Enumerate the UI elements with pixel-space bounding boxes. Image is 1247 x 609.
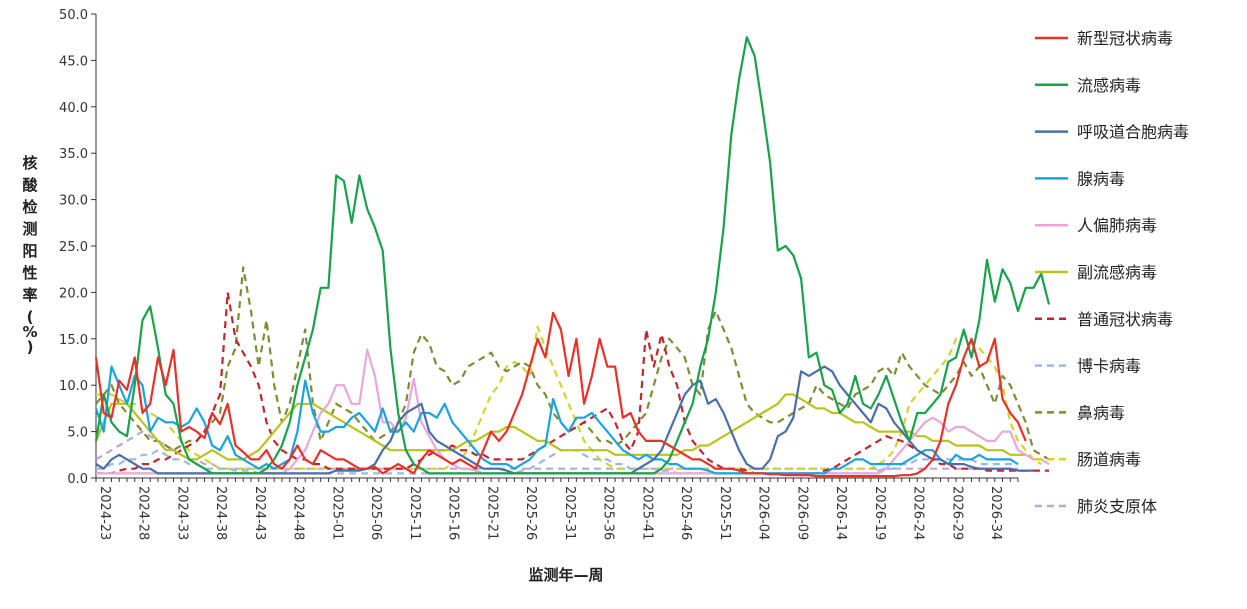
legend: 新型冠状病毒流感病毒呼吸道合胞病毒腺病毒人偏肺病毒副流感病毒普通冠状病毒博卡病毒… bbox=[1035, 29, 1189, 516]
legend-label: 流感病毒 bbox=[1077, 76, 1141, 95]
series-line bbox=[94, 311, 1027, 478]
legend-label: 新型冠状病毒 bbox=[1077, 29, 1173, 48]
x-tick-label: 2026-34 bbox=[988, 486, 1003, 540]
legend-label: 肠道病毒 bbox=[1077, 450, 1141, 469]
x-tick-label: 2025-21 bbox=[484, 486, 499, 540]
series-line bbox=[96, 348, 1050, 475]
x-tick-label: 2026-29 bbox=[949, 486, 964, 540]
y-tick-label: 25.0 bbox=[59, 240, 88, 255]
y-label-char: 性 bbox=[22, 264, 37, 282]
x-axis: 2024-23 2024-28 2024-33 2024-38 2024-43 2024-… bbox=[95, 477, 1019, 540]
x-tick-label: 2025-26 bbox=[523, 486, 538, 540]
legend-label: 肺炎支原体 bbox=[1077, 497, 1157, 516]
y-label-char: 率 bbox=[22, 286, 37, 304]
series-lines bbox=[94, 36, 1051, 478]
y-tick-label: 10.0 bbox=[59, 379, 88, 394]
series-line bbox=[94, 36, 1051, 475]
y-label-char: 检 bbox=[22, 198, 37, 216]
x-tick-label: 2025-51 bbox=[717, 486, 732, 540]
legend-label: 呼吸道合胞病毒 bbox=[1077, 123, 1189, 142]
x-tick-label: 2025-06 bbox=[368, 486, 383, 540]
legend-label: 普通冠状病毒 bbox=[1077, 310, 1173, 329]
y-label-char: 阳 bbox=[22, 242, 37, 260]
x-tick-label: 2025-01 bbox=[329, 486, 344, 540]
y-axis: 0.0 5.0 10.0 15.0 20.0 25.0 30.0 35.0 40.0 45.0 50… bbox=[59, 8, 97, 487]
series-line bbox=[94, 365, 1019, 475]
y-tick-label: 50.0 bbox=[59, 8, 88, 23]
x-tick-label: 2025-31 bbox=[562, 486, 577, 540]
series-line bbox=[96, 325, 1042, 470]
y-label-char: 核 bbox=[22, 154, 37, 172]
x-tick-label: 2024-23 bbox=[97, 486, 112, 540]
x-tick-label: 2025-11 bbox=[407, 486, 422, 540]
legend-label: 副流感病毒 bbox=[1077, 263, 1157, 282]
x-tick-label: 2026-14 bbox=[833, 486, 848, 540]
y-tick-label: 45.0 bbox=[59, 54, 88, 69]
series-line bbox=[94, 393, 1026, 461]
y-label-char: ( bbox=[27, 308, 34, 326]
x-axis-label: 监测年—周 bbox=[528, 566, 603, 584]
x-tick-label: 2024-33 bbox=[174, 486, 189, 540]
legend-label: 人偏肺病毒 bbox=[1077, 216, 1157, 235]
y-tick-label: 30.0 bbox=[59, 194, 88, 209]
x-tick-label: 2024-43 bbox=[252, 486, 267, 540]
x-tick-label: 2025-46 bbox=[678, 486, 693, 540]
y-tick-label: 40.0 bbox=[59, 101, 88, 116]
series-line bbox=[95, 365, 1034, 475]
y-label-char: ) bbox=[27, 338, 34, 356]
y-label-char: 测 bbox=[22, 220, 37, 238]
y-label-char: % bbox=[22, 323, 37, 341]
x-tick-label: 2026-24 bbox=[911, 486, 926, 540]
x-tick-label: 2024-38 bbox=[213, 486, 228, 540]
legend-label: 腺病毒 bbox=[1077, 169, 1125, 188]
series-line bbox=[96, 291, 1049, 475]
x-tick-label: 2024-28 bbox=[136, 486, 151, 540]
y-tick-label: 35.0 bbox=[59, 147, 88, 162]
series-line bbox=[95, 430, 1018, 470]
y-tick-label: 0.0 bbox=[67, 472, 88, 487]
x-tick-label: 2026-19 bbox=[872, 486, 887, 540]
y-tick-label: 20.0 bbox=[59, 286, 88, 301]
x-tick-label: 2026-04 bbox=[756, 486, 771, 540]
y-tick-label: 5.0 bbox=[67, 426, 88, 441]
x-tick-label: 2025-41 bbox=[639, 486, 654, 540]
legend-label: 鼻病毒 bbox=[1077, 403, 1125, 422]
x-tick-label: 2025-16 bbox=[446, 486, 461, 540]
legend-label: 博卡病毒 bbox=[1077, 357, 1141, 376]
x-tick-label: 2025-36 bbox=[601, 486, 616, 540]
x-tick-label: 2024-48 bbox=[291, 486, 306, 540]
x-tick-label: 2026-09 bbox=[794, 486, 809, 540]
y-label-char: 酸 bbox=[22, 176, 38, 194]
y-tick-label: 15.0 bbox=[59, 333, 88, 348]
